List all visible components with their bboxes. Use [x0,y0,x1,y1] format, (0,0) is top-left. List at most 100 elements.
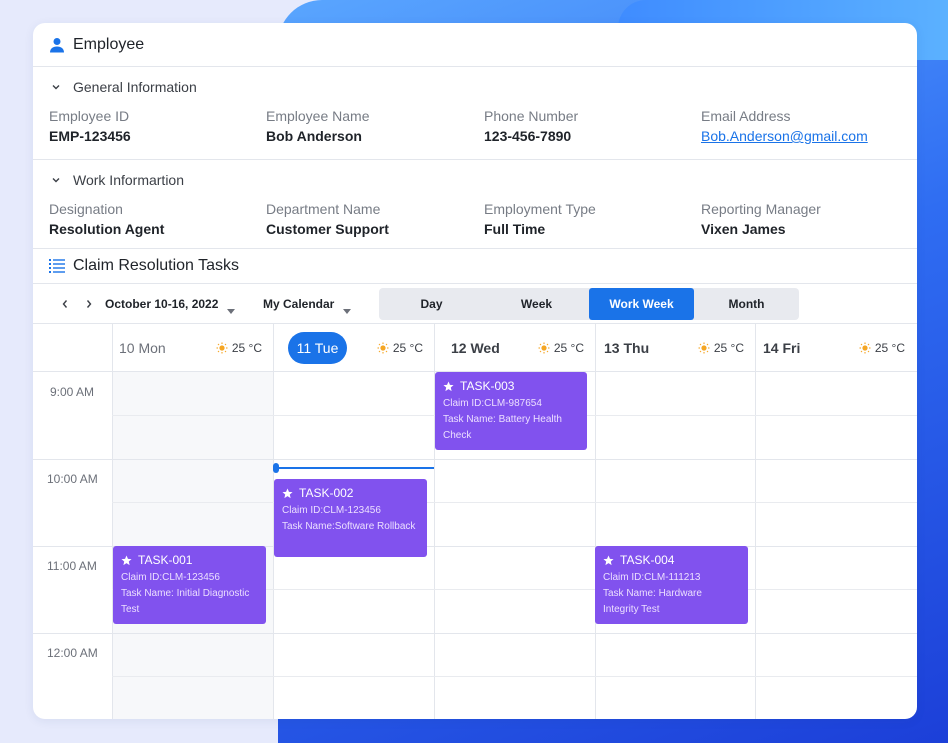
field-value: EMP-123456 [49,128,131,144]
email-link[interactable]: Bob.Anderson@gmail.com [701,128,868,144]
day-header-fri[interactable]: 14 Fri 25 °C [755,324,917,372]
half-hour-line [112,589,917,590]
calendar-select[interactable]: My Calendar [263,297,335,311]
event-task-name: Task Name: Battery Health Check [443,414,562,441]
corner-cell [33,324,113,372]
hour-line [33,546,917,547]
view-month-button[interactable]: Month [728,297,765,311]
field-phone-number: Phone Number 123-456-7890 [484,107,701,147]
date-range-picker[interactable]: October 10-16, 2022 [105,297,219,311]
caret-down-icon[interactable] [227,301,235,319]
column-divider [595,324,596,719]
temp-value: 25 °C [392,341,423,355]
column-divider [273,324,274,719]
event-card[interactable]: TASK-002 Claim ID:CLM-123456 Task Name:S… [274,479,427,557]
star-icon [603,554,614,566]
star-icon [121,554,132,566]
field-employment-type: Employment Type Full Time [484,200,701,240]
temp-value: 25 °C [713,341,744,355]
hour-line [33,633,917,634]
chevron-right-icon[interactable] [82,297,96,311]
section-title: Work Informartion [73,172,184,188]
view-switcher: Day Week Work Week Month [379,288,799,320]
field-email-address: Email Address Bob.Anderson@gmail.com [701,107,917,147]
caret-down-icon[interactable] [343,301,351,319]
sun-icon [377,342,389,354]
user-icon [49,37,65,53]
chevron-down-icon [51,175,63,185]
view-week-button[interactable]: Week [520,297,553,311]
weather-temp: 25 °C [859,341,905,355]
non-working-shade [113,372,273,719]
field-designation: Designation Resolution Agent [49,200,266,240]
event-claim-id: Claim ID:CLM-123456 [121,572,220,583]
star-icon [282,487,293,499]
employee-card: Employee General Information Employee ID… [33,23,917,719]
event-task-name: Task Name: Hardware Integrity Test [603,588,702,615]
half-hour-line [112,502,917,503]
field-label: Employee ID [49,108,130,124]
field-value: Resolution Agent [49,221,165,237]
event-title: TASK-001 [138,553,193,567]
hour-line [33,459,917,460]
day-label: 12 Wed [451,340,500,356]
field-reporting-manager: Reporting Manager Vixen James [701,200,917,240]
event-title: TASK-003 [460,379,515,393]
today-badge: 11 Tue [288,332,347,364]
day-header-mon[interactable]: 10 Mon 25 °C [112,324,274,372]
event-card[interactable]: TASK-001 Claim ID:CLM-123456 Task Name: … [113,546,266,624]
field-value: Customer Support [266,221,389,237]
view-day-button[interactable]: Day [420,297,443,311]
time-label: 10:00 AM [47,472,98,486]
view-work-week-button[interactable]: Work Week [589,288,694,320]
field-value: 123-456-7890 [484,128,572,144]
sun-icon [216,342,228,354]
field-label: Email Address [701,108,791,124]
event-claim-id: Claim ID:CLM-123456 [282,505,381,516]
day-label: 14 Fri [763,340,801,356]
work-info-toggle[interactable]: Work Informartion [33,160,917,200]
chevron-left-icon[interactable] [58,297,72,311]
list-icon [49,259,65,273]
temp-value: 25 °C [874,341,905,355]
day-label: 10 Mon [119,340,166,356]
field-employee-id: Employee ID EMP-123456 [49,107,266,147]
event-claim-id: Claim ID:CLM-987654 [443,398,542,409]
scheduler: 10 Mon 25 °C 11 Tue 25 °C 12 Wed 25 °C 1… [33,324,917,719]
weather-temp: 25 °C [698,341,744,355]
field-employee-name: Employee Name Bob Anderson [266,107,484,147]
event-task-name: Task Name: Initial Diagnostic Test [121,588,250,615]
half-hour-line [112,676,917,677]
day-header-wed[interactable]: 12 Wed 25 °C [434,324,596,372]
day-label: 13 Thu [604,340,650,356]
sun-icon [538,342,550,354]
field-value: Bob Anderson [266,128,362,144]
event-task-name: Task Name:Software Rollback [282,521,416,532]
time-label: 12:00 AM [47,646,98,660]
star-icon [443,380,454,392]
field-label: Phone Number [484,108,579,124]
field-department: Department Name Customer Support [266,200,484,240]
time-label: 11:00 AM [47,559,97,573]
day-header-tue[interactable]: 11 Tue 25 °C [273,324,435,372]
sun-icon [698,342,710,354]
day-header-thu[interactable]: 13 Thu 25 °C [595,324,756,372]
temp-value: 25 °C [231,341,262,355]
card-header: Employee [33,23,917,67]
tasks-title: Claim Resolution Tasks [73,257,239,274]
sun-icon [859,342,871,354]
event-card[interactable]: TASK-003 Claim ID:CLM-987654 Task Name: … [435,372,587,450]
column-divider [755,324,756,719]
field-label: Designation [49,201,123,217]
field-value: Vixen James [701,221,786,237]
current-time-line [273,467,434,469]
field-label: Department Name [266,201,381,217]
column-divider [434,324,435,719]
weather-temp: 25 °C [377,341,423,355]
temp-value: 25 °C [553,341,584,355]
general-info-section: General Information Employee ID EMP-1234… [33,67,917,160]
work-info-section: Work Informartion Designation Resolution… [33,160,917,248]
event-card[interactable]: TASK-004 Claim ID:CLM-111213 Task Name: … [595,546,748,624]
general-info-toggle[interactable]: General Information [33,67,917,107]
field-label: Reporting Manager [701,201,821,217]
